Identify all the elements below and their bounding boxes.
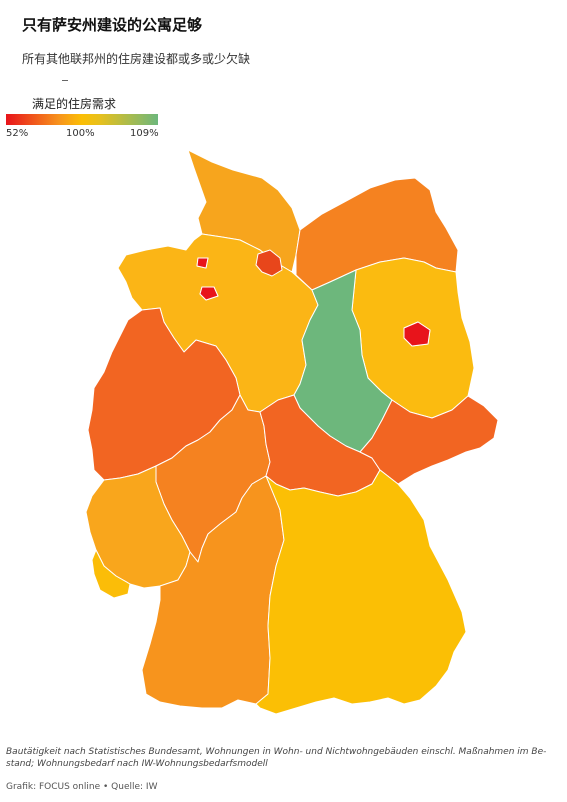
source-credit: Grafik: FOCUS online • Quelle: IW xyxy=(6,782,158,792)
state-bayern[interactable] xyxy=(255,469,467,715)
legend-min-label: 52% xyxy=(6,128,29,139)
germany-map xyxy=(85,149,499,715)
state-berlin[interactable] xyxy=(403,321,431,347)
legend-max-label: 109% xyxy=(130,128,159,139)
state-bremen-bremerhaven[interactable] xyxy=(196,257,209,269)
legend-mid-label: 100% xyxy=(66,128,95,139)
chart-title: 只有萨安州建设的公寓足够 xyxy=(22,16,203,34)
footnote: Bautätigkeit nach Statistisches Bundesam… xyxy=(6,747,547,769)
state-baden-wuerttemberg[interactable] xyxy=(141,475,285,709)
state-bremen[interactable] xyxy=(199,286,219,301)
state-hamburg[interactable] xyxy=(255,249,283,277)
legend-color-scale xyxy=(6,114,158,125)
state-sachsen[interactable] xyxy=(359,395,499,485)
legend-title: 满足的住房需求 xyxy=(32,97,117,111)
state-saarland[interactable] xyxy=(91,549,131,599)
chart-subtitle: 所有其他联邦州的住房建设都或多或少欠缺 xyxy=(22,52,251,66)
separator-dash xyxy=(62,80,68,81)
